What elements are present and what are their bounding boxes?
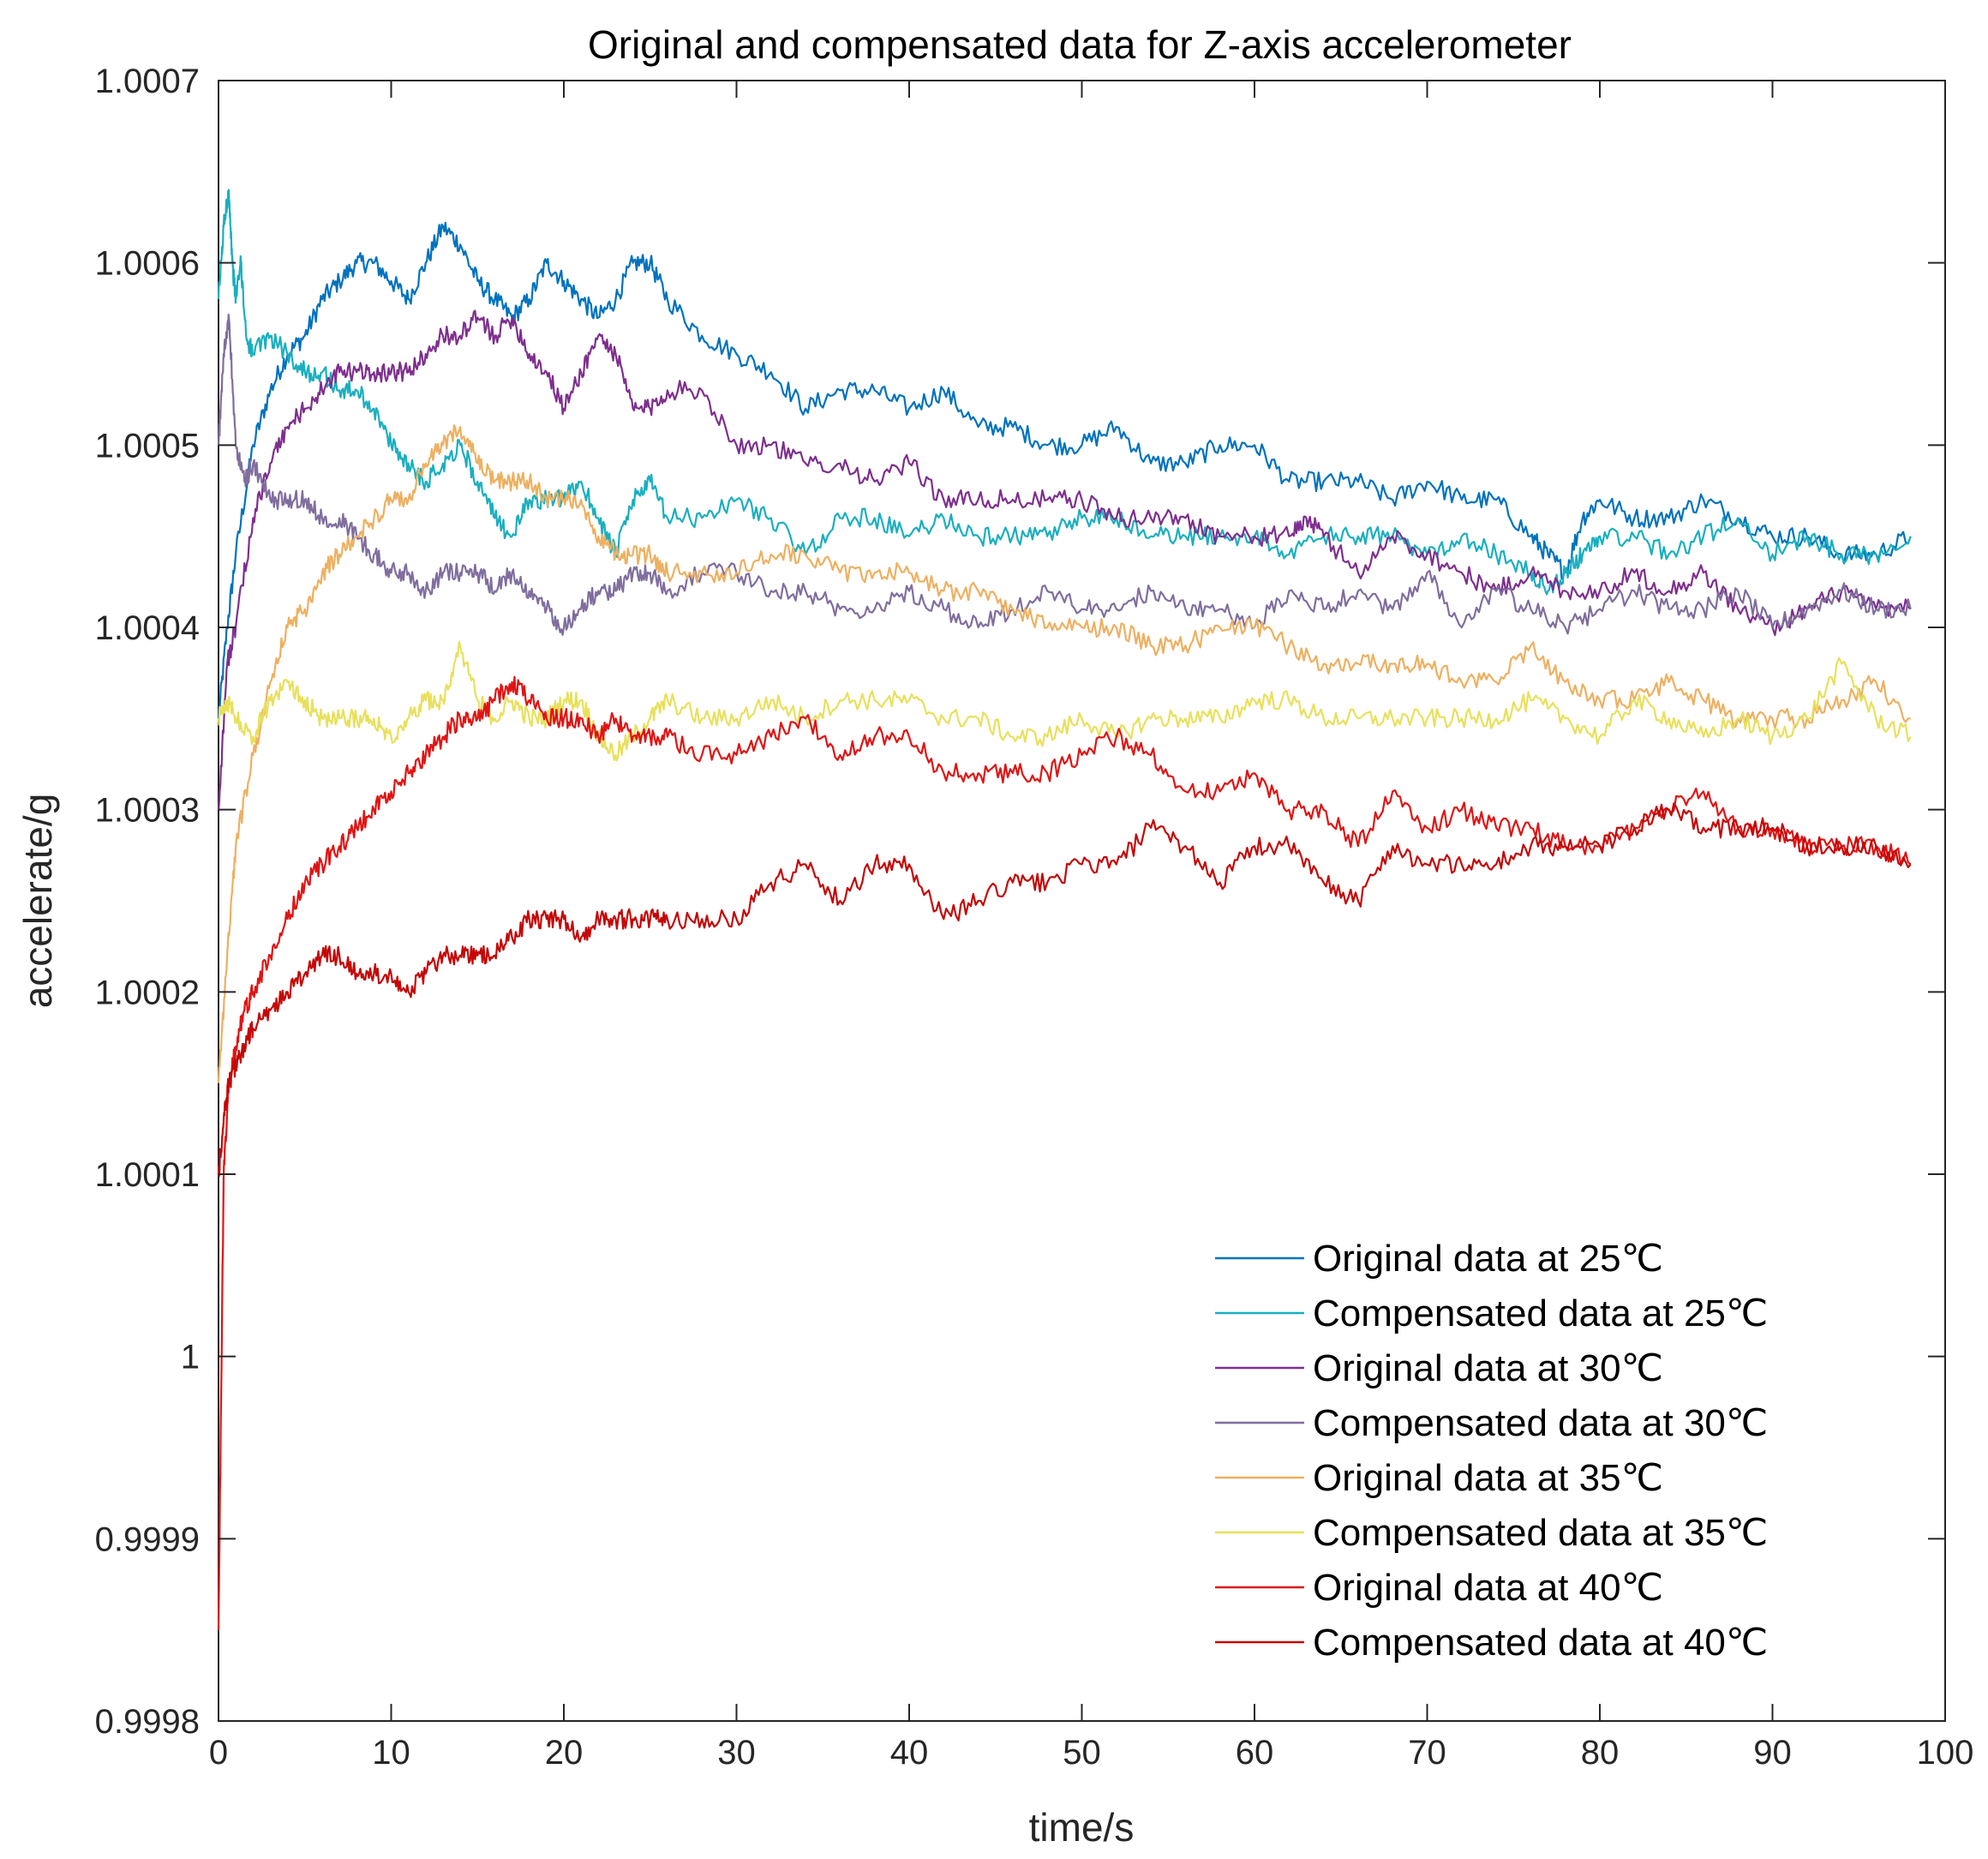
series-line-6 (217, 640, 1912, 762)
legend-label: Original data at 25℃ (1313, 1238, 1663, 1280)
y-tick-label: 1.0007 (95, 63, 200, 100)
legend-label: Original data at 35℃ (1313, 1457, 1663, 1499)
chart-title: Original and compensated data for Z-axis… (588, 22, 1572, 67)
x-tick-label: 0 (209, 1734, 228, 1772)
series-line-8 (217, 802, 1912, 1178)
legend-label: Compensated data at 25℃ (1313, 1292, 1768, 1334)
y-tick-label: 1.0006 (95, 245, 200, 283)
series-line-3 (217, 309, 1912, 810)
y-axis-title: accelerate/g (15, 794, 60, 1009)
x-tick-label: 100 (1917, 1734, 1974, 1772)
x-tick-label: 20 (545, 1734, 584, 1772)
y-tick-label: 1.0001 (95, 1156, 200, 1194)
legend-label: Original data at 40℃ (1313, 1567, 1663, 1609)
y-tick-label: 1.0003 (95, 792, 200, 830)
series-group (217, 189, 1912, 1630)
y-tick-label: 1.0004 (95, 609, 200, 647)
y-tick-label: 1 (181, 1339, 200, 1376)
series-line-5 (217, 424, 1911, 1083)
x-tick-label: 30 (717, 1734, 756, 1772)
series-line-7 (217, 675, 1912, 1630)
plot-area (218, 80, 1946, 1722)
ticks-group: 0 10 20 30 40 50 60 70 80 90 100 0.9998 0.9999 1 1.000… (95, 63, 1974, 1772)
x-tick-label: 80 (1581, 1734, 1620, 1772)
x-tick-label: 90 (1753, 1734, 1792, 1772)
series-line-1 (217, 221, 1912, 719)
y-tick-label: 0.9999 (95, 1520, 200, 1558)
x-tick-label: 10 (372, 1734, 410, 1772)
legend-label: Compensated data at 40℃ (1313, 1622, 1768, 1664)
y-tick-label: 1.0005 (95, 427, 200, 465)
legend-label: Compensated data at 35℃ (1313, 1512, 1768, 1554)
x-tick-label: 70 (1408, 1734, 1446, 1772)
series-line-4 (217, 313, 1912, 636)
series-line-2 (217, 189, 1912, 596)
x-tick-label: 40 (890, 1734, 929, 1772)
y-tick-label: 0.9998 (95, 1703, 200, 1741)
x-tick-label: 50 (1063, 1734, 1101, 1772)
x-tick-label: 60 (1236, 1734, 1274, 1772)
legend-label: Compensated data at 30℃ (1313, 1402, 1768, 1444)
legend-label: Original data at 30℃ (1313, 1347, 1663, 1389)
x-axis-title: time/s (1029, 1805, 1135, 1850)
y-tick-label: 1.0002 (95, 974, 200, 1011)
legend: Original data at 25℃ Compensated data at … (1215, 1238, 1768, 1664)
